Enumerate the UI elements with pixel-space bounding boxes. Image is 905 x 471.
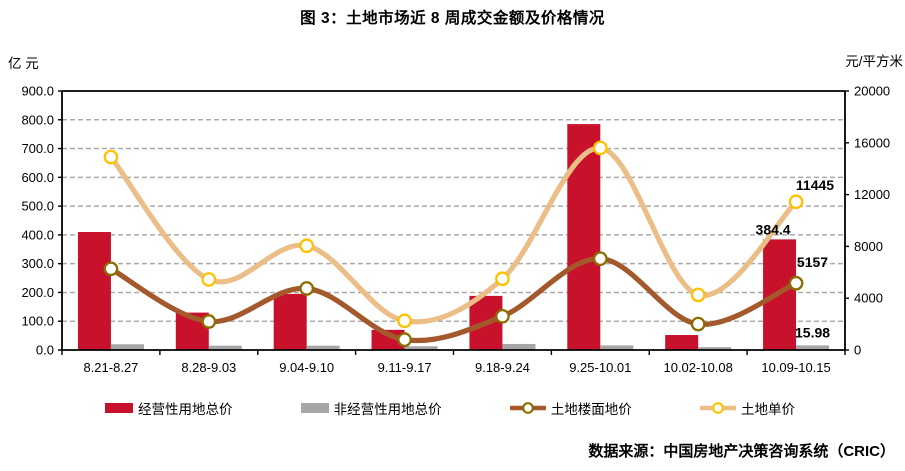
svg-text:20000: 20000 <box>854 84 890 99</box>
svg-text:10.02-10.08: 10.02-10.08 <box>663 360 732 375</box>
svg-text:400.0: 400.0 <box>21 227 54 242</box>
legend-item-label: 土地楼面地价 <box>550 402 632 417</box>
svg-text:4000: 4000 <box>854 291 883 306</box>
svg-text:9.18-9.24: 9.18-9.24 <box>475 360 530 375</box>
chart-title: 图 3：土地市场近 8 周成交金额及价格情况 <box>300 10 605 27</box>
axes <box>58 90 849 355</box>
svg-text:8.21-8.27: 8.21-8.27 <box>83 360 138 375</box>
svg-text:9.25-10.01: 9.25-10.01 <box>569 360 631 375</box>
svg-text:0.0: 0.0 <box>36 343 54 358</box>
legend-item-unit-price: 土地单价 <box>699 398 795 418</box>
svg-text:8000: 8000 <box>854 239 883 254</box>
svg-text:384.4: 384.4 <box>756 221 791 237</box>
svg-text:200.0: 200.0 <box>21 285 54 300</box>
svg-text:700.0: 700.0 <box>21 141 54 156</box>
red-bar-swatch-icon <box>105 402 133 414</box>
axis-tick-labels: 900.0 800.0 700.0 600.0 500.0 400.0 300.0 200.0… <box>21 84 890 376</box>
left-axis-unit-label: 亿 元 <box>8 56 39 71</box>
legend-item-floor-price: 土地楼面地价 <box>509 398 632 418</box>
svg-text:9.04-9.10: 9.04-9.10 <box>279 360 334 375</box>
svg-text:9.11-9.17: 9.11-9.17 <box>378 360 432 375</box>
chart-legend: 经营性用地总价 非经营性用地总价 土地楼面地价 土地单价 <box>105 398 795 418</box>
brown-line-marker-swatch-icon <box>509 401 546 415</box>
svg-text:500.0: 500.0 <box>21 199 54 214</box>
svg-text:800.0: 800.0 <box>21 112 54 127</box>
data-source: 数据来源：中国房地产决策咨询系统（CRIC） <box>588 443 895 460</box>
svg-text:15.98: 15.98 <box>795 324 830 340</box>
svg-text:300.0: 300.0 <box>21 256 54 271</box>
legend-item-non-operating-land-total: 非经营性用地总价 <box>300 398 442 418</box>
svg-text:600.0: 600.0 <box>21 170 54 185</box>
legend-item-operating-land-total: 经营性用地总价 <box>105 398 233 418</box>
svg-text:100.0: 100.0 <box>21 314 54 329</box>
svg-text:0: 0 <box>854 343 861 358</box>
svg-text:16000: 16000 <box>854 135 890 150</box>
line-series <box>103 140 804 347</box>
gridlines <box>62 119 845 322</box>
tan-line-marker-swatch-icon <box>699 401 736 415</box>
right-axis-unit-label: 元/平方米 <box>845 54 903 69</box>
svg-text:5157: 5157 <box>797 254 828 270</box>
gray-bar-swatch-icon <box>300 402 329 414</box>
svg-text:12000: 12000 <box>854 187 890 202</box>
svg-text:10.09-10.15: 10.09-10.15 <box>761 360 830 375</box>
data-point-labels: 11445 384.4 5157 15.98 <box>756 177 835 341</box>
legend-item-label: 非经营性用地总价 <box>333 402 442 417</box>
svg-text:900.0: 900.0 <box>21 84 54 99</box>
legend-item-label: 土地单价 <box>740 402 795 417</box>
legend-item-label: 经营性用地总价 <box>138 402 233 417</box>
svg-text:11445: 11445 <box>796 177 834 193</box>
svg-text:8.28-9.03: 8.28-9.03 <box>181 360 236 375</box>
